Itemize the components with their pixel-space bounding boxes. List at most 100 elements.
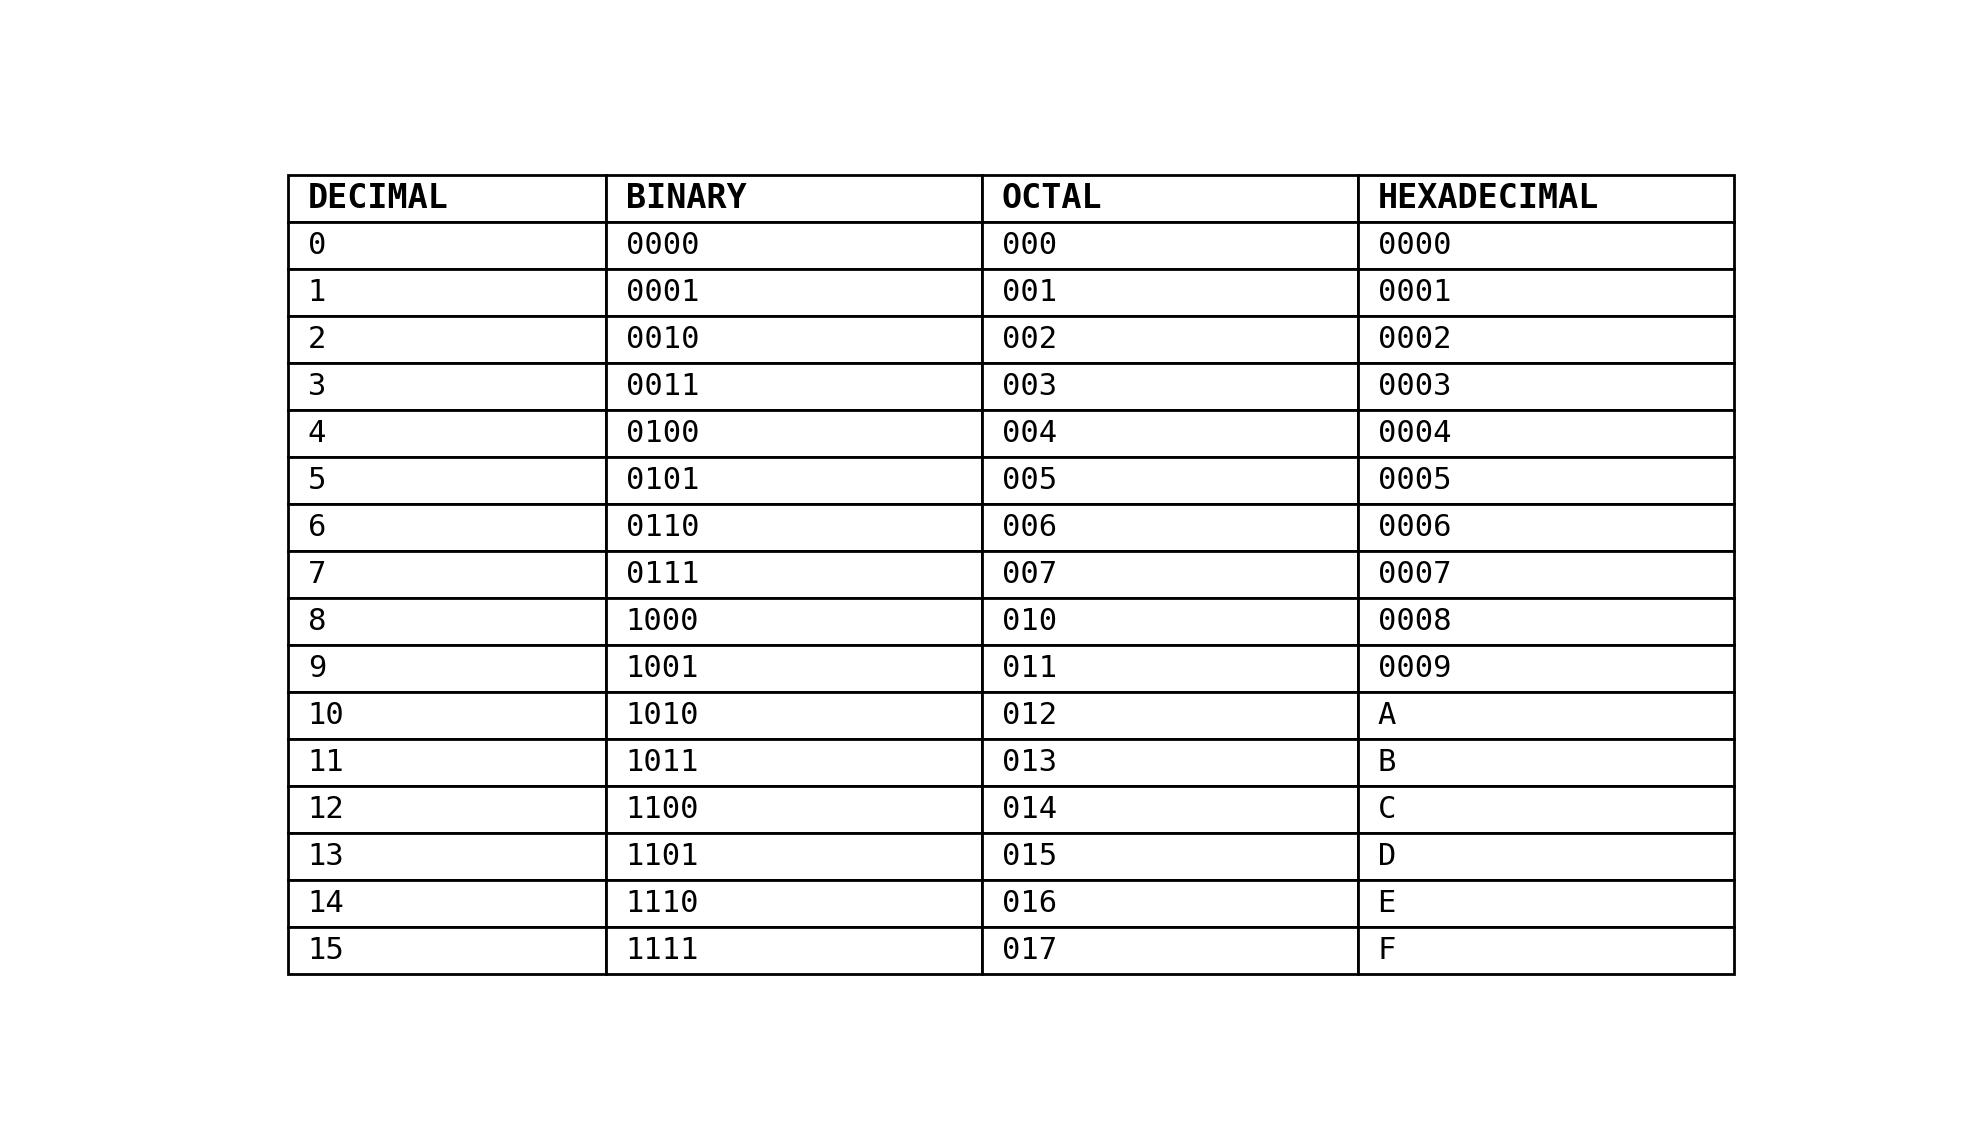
Text: 0009: 0009 [1378,654,1451,683]
Text: 010: 010 [1002,607,1057,636]
Text: C: C [1378,795,1396,824]
Bar [288,833,605,881]
Text: 0005: 0005 [1378,466,1451,495]
Bar [288,881,605,927]
Bar [605,598,982,645]
Bar [1357,221,1733,269]
Bar [288,598,605,645]
Text: 1000: 1000 [625,607,700,636]
Bar [288,362,605,410]
Text: BINARY: BINARY [625,182,747,215]
Text: 5: 5 [308,466,325,495]
Text: 0003: 0003 [1378,371,1451,401]
Text: 0011: 0011 [625,371,700,401]
Bar [982,881,1357,927]
Text: 001: 001 [1002,278,1057,307]
Bar [1357,504,1733,551]
Text: 015: 015 [1002,842,1057,872]
Bar [288,457,605,504]
Text: 0: 0 [308,230,325,260]
Bar [605,833,982,881]
Bar [982,457,1357,504]
Text: HEXADECIMAL: HEXADECIMAL [1378,182,1599,215]
Bar [288,504,605,551]
Bar [982,692,1357,739]
Text: 14: 14 [308,890,345,918]
Bar [1357,692,1733,739]
Bar [1357,786,1733,833]
Text: 011: 011 [1002,654,1057,683]
Text: 1110: 1110 [625,890,700,918]
Bar [605,410,982,457]
Text: 003: 003 [1002,371,1057,401]
Bar [605,504,982,551]
Bar [605,457,982,504]
Bar [982,833,1357,881]
Bar [1357,598,1733,645]
Bar [605,786,982,833]
Text: 9: 9 [308,654,325,683]
Text: 0007: 0007 [1378,560,1451,589]
Text: 3: 3 [308,371,325,401]
Bar [982,316,1357,362]
Text: 0001: 0001 [625,278,700,307]
Bar [982,410,1357,457]
Bar [982,598,1357,645]
Bar [1357,551,1733,598]
Bar [605,175,982,221]
Bar [982,221,1357,269]
Bar [982,504,1357,551]
Text: 0101: 0101 [625,466,700,495]
Bar [1357,175,1733,221]
Text: 4: 4 [308,419,325,448]
Text: 017: 017 [1002,936,1057,965]
Bar [605,645,982,692]
Text: 2: 2 [308,325,325,353]
Text: 0100: 0100 [625,419,700,448]
Text: F: F [1378,936,1396,965]
Text: 6: 6 [308,513,325,542]
Bar [288,645,605,692]
Bar [1357,645,1733,692]
Bar [1357,927,1733,974]
Text: 004: 004 [1002,419,1057,448]
Text: 013: 013 [1002,749,1057,777]
Bar [982,645,1357,692]
Text: 0001: 0001 [1378,278,1451,307]
Text: 13: 13 [308,842,345,872]
Bar [982,175,1357,221]
Bar [982,362,1357,410]
Bar [605,362,982,410]
Text: 014: 014 [1002,795,1057,824]
Bar [1357,410,1733,457]
Bar [288,316,605,362]
Bar [605,692,982,739]
Bar [982,551,1357,598]
Bar [288,692,605,739]
Text: 000: 000 [1002,230,1057,260]
Text: DECIMAL: DECIMAL [308,182,448,215]
Bar [288,927,605,974]
Text: 11: 11 [308,749,345,777]
Text: 0000: 0000 [1378,230,1451,260]
Bar [288,175,605,221]
Text: 1: 1 [308,278,325,307]
Text: OCTAL: OCTAL [1002,182,1102,215]
Bar [605,927,982,974]
Bar [982,269,1357,316]
Text: 12: 12 [308,795,345,824]
Text: 012: 012 [1002,701,1057,730]
Text: A: A [1378,701,1396,730]
Bar [288,410,605,457]
Bar [1357,833,1733,881]
Text: 1100: 1100 [625,795,700,824]
Text: 7: 7 [308,560,325,589]
Text: 006: 006 [1002,513,1057,542]
Text: D: D [1378,842,1396,872]
Bar [288,551,605,598]
Text: 0006: 0006 [1378,513,1451,542]
Text: 0010: 0010 [625,325,700,353]
Text: 15: 15 [308,936,345,965]
Bar [605,316,982,362]
Bar [288,786,605,833]
